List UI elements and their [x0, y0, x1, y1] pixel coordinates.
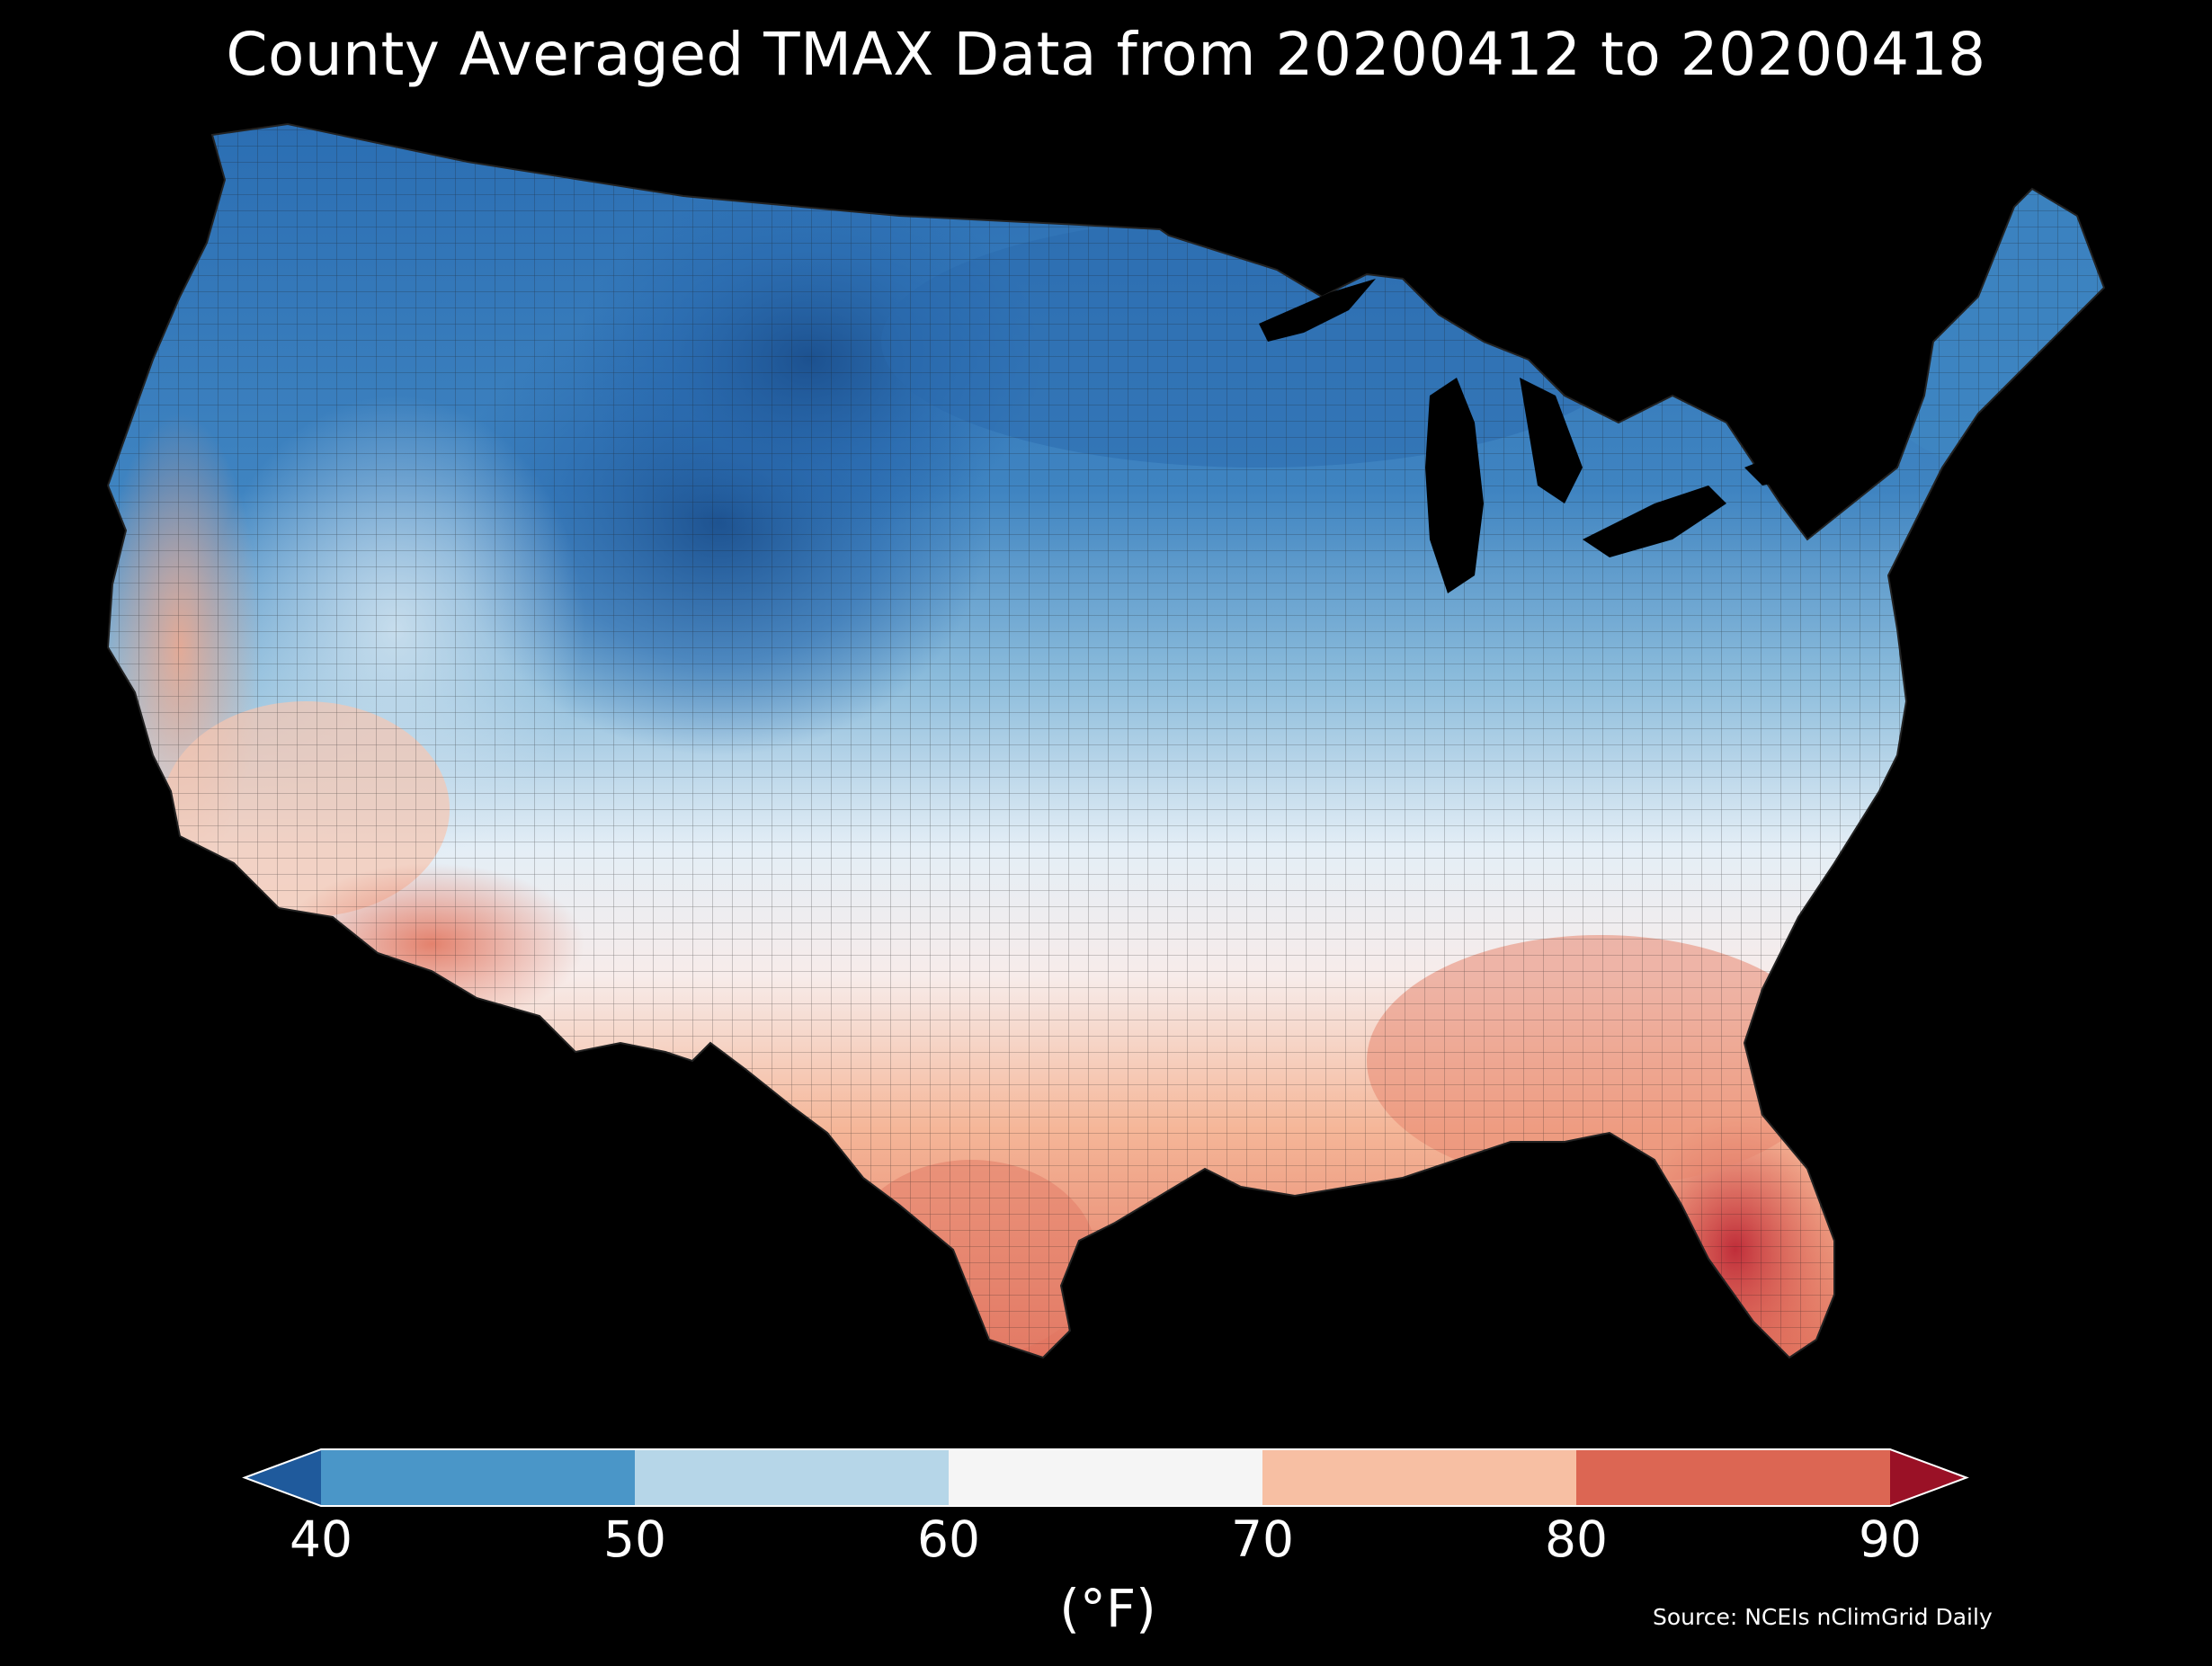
- map-title: County Averaged TMAX Data from 20200412 …: [226, 20, 1986, 89]
- colorbar-bin-80-90: [1576, 1449, 1890, 1506]
- source-credit: Source: NCEIs nClimGrid Daily: [1653, 1604, 1993, 1630]
- colorbar-tick-40: 40: [290, 1510, 352, 1568]
- colorbar-tick-80: 80: [1545, 1510, 1608, 1568]
- colorbar-bin-40-50: [321, 1449, 635, 1506]
- colorbar-tick-50: 50: [603, 1510, 666, 1568]
- colorbar-bin-50-60: [635, 1449, 949, 1506]
- great-lakes: [1259, 279, 1834, 593]
- colorbar-outline: [242, 1448, 1969, 1507]
- colorbar-tick-70: 70: [1231, 1510, 1294, 1568]
- colorbar-extend-high: [1890, 1449, 1967, 1506]
- colorbar-unit-label: (°F): [1059, 1578, 1156, 1639]
- conus-outline: [106, 122, 2106, 1359]
- colorbar-tick-60: 60: [917, 1510, 980, 1568]
- colorbar-bin-60-70: [949, 1449, 1262, 1506]
- colorbar-tick-90: 90: [1859, 1510, 1922, 1568]
- colorbar-bin-70-80: [1262, 1449, 1576, 1506]
- colorbar-extend-low: [245, 1449, 321, 1506]
